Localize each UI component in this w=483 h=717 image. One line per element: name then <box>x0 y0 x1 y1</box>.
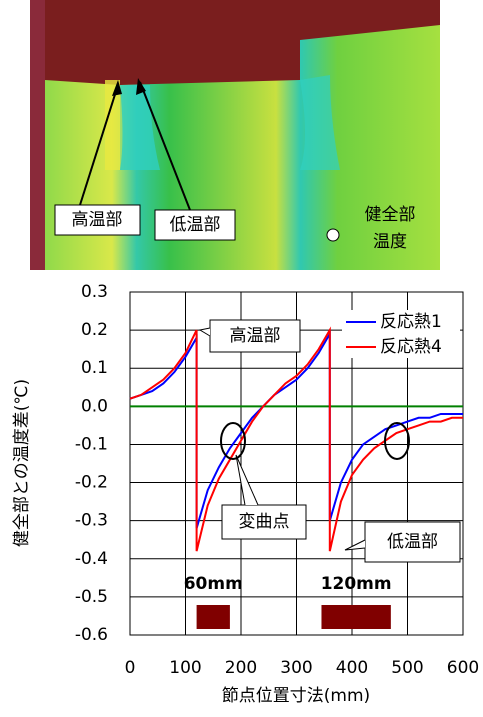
sound-label: 温度 <box>373 232 407 252</box>
inflection-annotation: 変曲点 <box>239 512 290 532</box>
hot-annotation: 高温部 <box>230 326 281 346</box>
y-tick-label: -0.4 <box>75 549 108 569</box>
defect <box>197 605 230 629</box>
legend-label: 反応熱1 <box>380 312 442 332</box>
x-tick-label: 200 <box>225 658 257 678</box>
sound-label: 健全部 <box>365 205 416 225</box>
y-tick-label: -0.6 <box>75 625 108 645</box>
sound-point <box>327 229 339 241</box>
cold-annotation: 低温部 <box>387 532 438 552</box>
side-face <box>30 0 45 270</box>
y-tick-label: 0.0 <box>81 396 108 416</box>
x-tick-label: 300 <box>280 658 312 678</box>
legend-label: 反応熱4 <box>380 337 442 357</box>
x-tick-label: 600 <box>447 658 479 678</box>
x-tick-label: 100 <box>169 658 201 678</box>
hot-label: 高温部 <box>72 210 123 230</box>
cold-label: 低温部 <box>170 215 221 235</box>
y-tick-label: -0.1 <box>75 434 108 454</box>
y-tick-label: 0.2 <box>81 320 108 340</box>
y-tick-label: 0.1 <box>81 358 108 378</box>
x-tick-label: 0 <box>125 658 136 678</box>
x-tick-label: 400 <box>336 658 368 678</box>
defect <box>321 605 390 629</box>
page: {"image_labels": {"hot": "高温部", "cold": … <box>0 0 483 717</box>
figure: 高温部 低温部 健全部 温度 健全部との温度差(℃) 節点位置寸法(mm) 0.… <box>0 0 483 717</box>
y-tick-label: 0.3 <box>81 282 108 302</box>
y-axis-label: 健全部との温度差(℃) <box>12 379 32 547</box>
y-tick-label: -0.5 <box>75 587 108 607</box>
x-tick-label: 500 <box>391 658 423 678</box>
model-image: 高温部 低温部 健全部 温度 <box>30 0 440 270</box>
x-axis-label: 節点位置寸法(mm) <box>222 686 370 706</box>
defect-label: 60mm <box>184 574 243 594</box>
y-tick-label: -0.2 <box>75 473 108 493</box>
defect-label: 120mm <box>321 574 392 594</box>
y-tick-label: -0.3 <box>75 511 108 531</box>
